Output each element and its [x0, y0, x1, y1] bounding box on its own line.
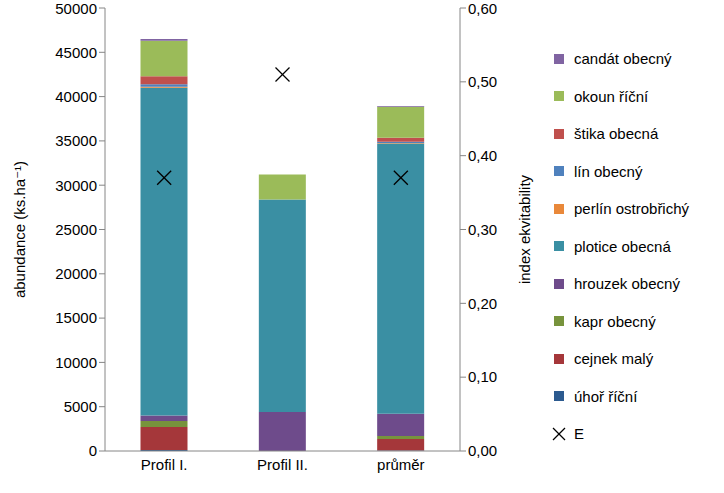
svg-text:Profil II.: Profil II. — [257, 456, 308, 473]
html-text:štika obecná: štika obecná — [574, 125, 659, 143]
html-text:candát obecný: candát obecný — [574, 50, 672, 68]
html-text:cejnek malý: cejnek malý — [574, 350, 654, 368]
svg-text:45000: 45000 — [55, 44, 97, 61]
html-text:plotice obecná: plotice obecná — [574, 237, 671, 255]
html-text:lín obecný: lín obecný — [574, 162, 643, 180]
svg-text:20000: 20000 — [55, 265, 97, 282]
svg-text:index ekvitability: index ekvitability — [516, 174, 533, 284]
svg-text:25000: 25000 — [55, 221, 97, 238]
svg-text:0,50: 0,50 — [468, 73, 497, 90]
svg-text:0: 0 — [89, 442, 97, 459]
svg-text:0,60: 0,60 — [468, 0, 497, 17]
svg-text:0,20: 0,20 — [468, 295, 497, 312]
svg-text:10000: 10000 — [55, 354, 97, 371]
svg-text:0,00: 0,00 — [468, 442, 497, 459]
html-text:E: E — [574, 425, 584, 443]
html-text:kapr obecný: kapr obecný — [574, 312, 656, 330]
svg-text:0,10: 0,10 — [468, 368, 497, 385]
svg-text:30000: 30000 — [55, 177, 97, 194]
svg-text:0,30: 0,30 — [468, 221, 497, 238]
html-text:úhoř říční: úhoř říční — [574, 387, 638, 405]
svg-text:40000: 40000 — [55, 88, 97, 105]
svg-text:abundance (ks.ha⁻¹): abundance (ks.ha⁻¹) — [11, 161, 28, 298]
html-text:perlín ostrobřichý: perlín ostrobřichý — [574, 200, 690, 218]
svg-text:průměr: průměr — [377, 456, 425, 473]
svg-text:50000: 50000 — [55, 0, 97, 17]
svg-text:0,40: 0,40 — [468, 147, 497, 164]
html-text:hrouzek obecný: hrouzek obecný — [574, 275, 680, 293]
svg-text:35000: 35000 — [55, 132, 97, 149]
html-text:okoun říční: okoun říční — [574, 87, 649, 105]
svg-text:15000: 15000 — [55, 309, 97, 326]
svg-text:Profil I.: Profil I. — [141, 456, 188, 473]
svg-text:5000: 5000 — [64, 398, 97, 415]
